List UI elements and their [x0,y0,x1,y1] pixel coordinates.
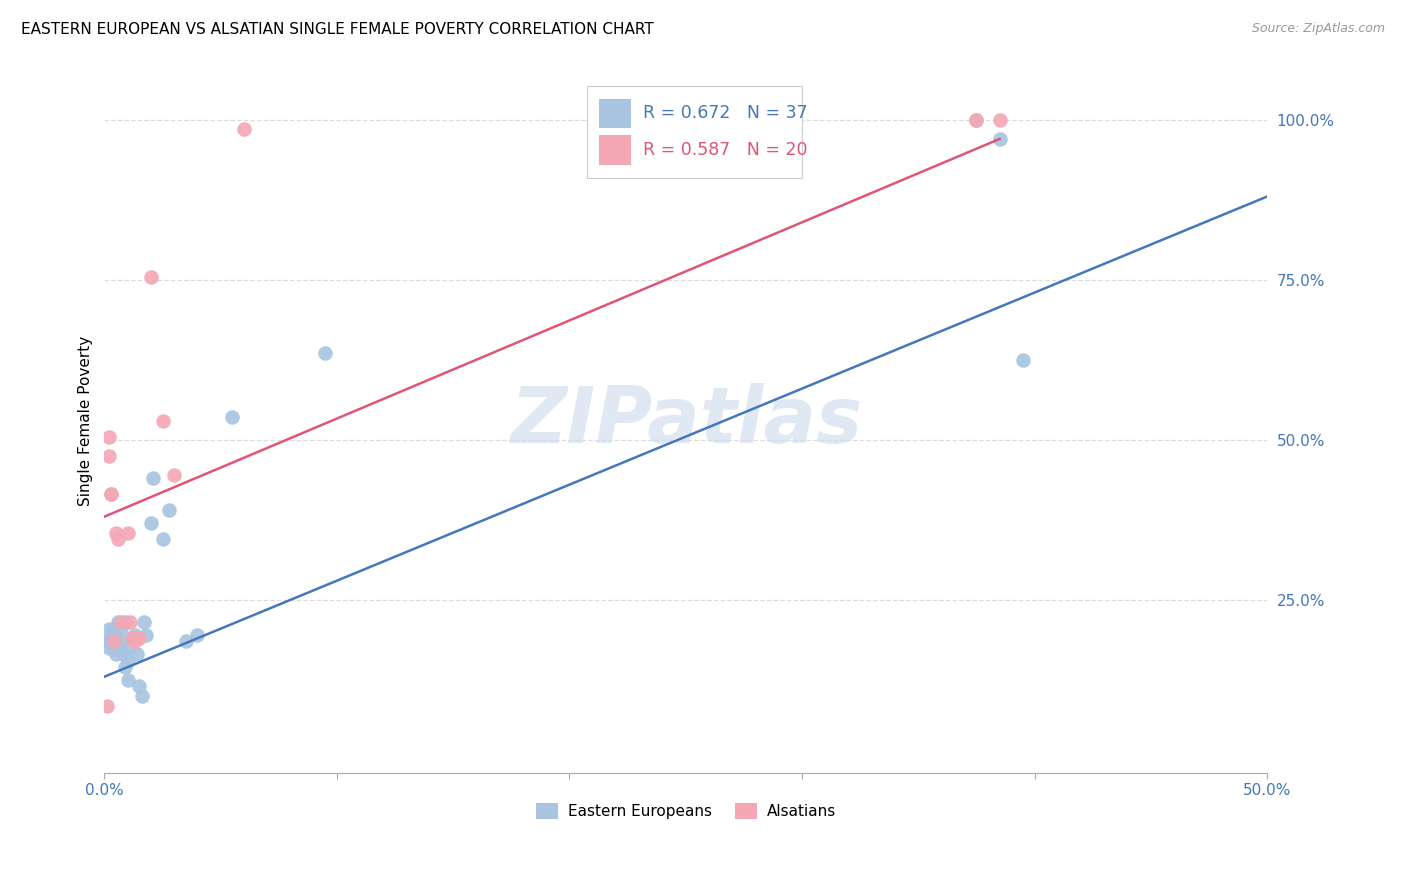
Point [125,648,148,662]
Point [98,429,121,443]
Legend: Eastern Europeans, Alsatians: Eastern Europeans, Alsatians [530,797,842,825]
Point [100,487,122,501]
Point [163,468,186,483]
Point [110,634,132,648]
Point [221,410,243,425]
Point [117,525,139,540]
Point [103,634,125,648]
Point [139,269,162,284]
Point [117,673,139,687]
Point [110,622,132,636]
Point [132,615,155,630]
Point [142,471,165,485]
Point [124,634,146,648]
Point [103,622,125,636]
Point [105,628,128,642]
Text: EASTERN EUROPEAN VS ALSATIAN SINGLE FEMALE POVERTY CORRELATION CHART: EASTERN EUROPEAN VS ALSATIAN SINGLE FEMA… [21,22,654,37]
Point [100,634,122,648]
Point [110,615,132,630]
Point [1012,352,1035,367]
Point [96,698,118,713]
Point [131,689,153,703]
Point [139,516,162,530]
Point [159,503,181,517]
Point [111,648,134,662]
Point [152,414,174,428]
Point [105,648,128,662]
Point [121,632,143,646]
Text: Source: ZipAtlas.com: Source: ZipAtlas.com [1251,22,1385,36]
Point [988,112,1011,127]
Point [107,640,129,655]
Point [100,632,122,646]
Point [232,122,254,136]
Point [128,632,150,646]
Point [314,346,336,360]
Bar [599,136,631,165]
Bar [599,99,631,128]
Point [107,532,129,546]
Point [107,615,129,630]
Point [128,679,150,693]
Point [98,449,121,463]
Point [114,615,136,630]
Point [965,112,987,127]
Text: R = 0.672   N = 37: R = 0.672 N = 37 [643,103,807,122]
Point [117,654,139,668]
Point [96,634,118,648]
Point [152,532,174,546]
FancyBboxPatch shape [586,87,801,178]
Point [103,640,125,655]
Point [114,660,136,674]
Point [135,628,157,642]
Point [965,112,987,127]
Point [121,632,143,646]
Point [186,628,208,642]
Y-axis label: Single Female Poverty: Single Female Poverty [79,335,93,506]
Point [988,132,1011,146]
Text: R = 0.587   N = 20: R = 0.587 N = 20 [643,141,807,159]
Point [118,640,141,655]
Point [100,487,122,501]
Point [105,525,128,540]
Point [124,628,146,642]
Text: ZIPatlas: ZIPatlas [509,383,862,458]
Point [98,640,121,655]
Point [98,622,121,636]
Point [174,634,197,648]
Point [118,615,141,630]
